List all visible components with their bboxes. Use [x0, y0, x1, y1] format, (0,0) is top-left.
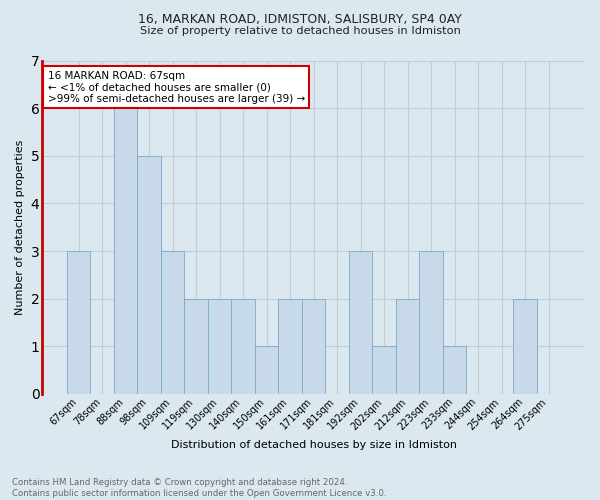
Bar	[373, 346, 396, 394]
Y-axis label: Number of detached properties: Number of detached properties	[15, 140, 25, 315]
Bar	[396, 298, 419, 394]
Bar	[161, 251, 184, 394]
Text: 16, MARKAN ROAD, IDMISTON, SALISBURY, SP4 0AY: 16, MARKAN ROAD, IDMISTON, SALISBURY, SP…	[138, 12, 462, 26]
Text: 16 MARKAN ROAD: 67sqm
← <1% of detached houses are smaller (0)
>99% of semi-deta: 16 MARKAN ROAD: 67sqm ← <1% of detached …	[47, 70, 305, 104]
Bar	[114, 108, 137, 394]
Bar	[67, 251, 91, 394]
Bar	[349, 251, 373, 394]
Bar	[443, 346, 466, 394]
Text: Size of property relative to detached houses in Idmiston: Size of property relative to detached ho…	[140, 26, 460, 36]
Bar	[255, 346, 278, 394]
Bar	[208, 298, 232, 394]
Bar	[514, 298, 537, 394]
Text: Contains HM Land Registry data © Crown copyright and database right 2024.
Contai: Contains HM Land Registry data © Crown c…	[12, 478, 386, 498]
X-axis label: Distribution of detached houses by size in Idmiston: Distribution of detached houses by size …	[170, 440, 457, 450]
Bar	[232, 298, 255, 394]
Bar	[184, 298, 208, 394]
Bar	[278, 298, 302, 394]
Bar	[137, 156, 161, 394]
Bar	[302, 298, 325, 394]
Bar	[419, 251, 443, 394]
